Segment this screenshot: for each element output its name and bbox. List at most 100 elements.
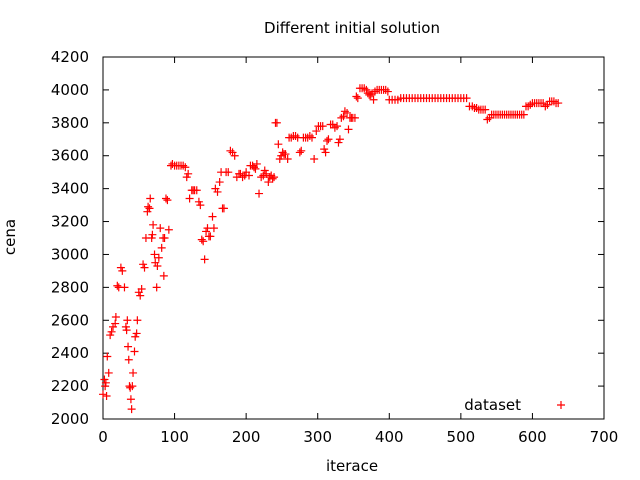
data-point — [334, 138, 343, 147]
y-tick-label: 2000 — [51, 410, 89, 428]
data-point — [102, 391, 111, 400]
y-tick-label: 2200 — [51, 377, 89, 395]
data-point — [481, 105, 490, 114]
data-point — [245, 171, 254, 180]
plot-frame — [102, 56, 605, 420]
data-point — [305, 131, 314, 140]
data-point — [260, 166, 269, 175]
data-point — [213, 187, 222, 196]
data-point — [159, 271, 168, 280]
data-point — [383, 87, 392, 96]
data-point — [147, 234, 156, 242]
y-tick-label: 4200 — [51, 48, 89, 66]
data-point — [163, 196, 172, 205]
x-axis-label: iterace — [326, 457, 378, 475]
data-point — [339, 112, 348, 121]
data-point — [137, 285, 146, 294]
data-point — [297, 146, 306, 155]
legend-label: dataset — [464, 396, 521, 414]
data-point — [196, 201, 205, 210]
data-point — [310, 155, 319, 164]
data-point — [182, 173, 191, 182]
x-tick-label: 600 — [518, 428, 547, 446]
data-point — [192, 186, 201, 195]
data-point — [118, 266, 127, 275]
data-point — [153, 261, 162, 270]
data-point — [307, 133, 316, 142]
data-point — [353, 94, 362, 103]
data-point — [340, 107, 349, 116]
data-point — [200, 255, 209, 264]
data-point — [318, 122, 327, 131]
y-tick-label: 2400 — [51, 344, 89, 362]
data-point — [215, 178, 224, 187]
data-point — [360, 84, 369, 93]
data-point — [148, 230, 157, 239]
data-point — [120, 283, 129, 292]
data-point — [350, 113, 359, 122]
data-point — [127, 405, 136, 414]
data-point — [526, 100, 535, 109]
data-point — [123, 316, 132, 325]
data-point — [324, 135, 333, 144]
data-point — [160, 234, 169, 242]
y-tick-label: 3600 — [51, 147, 89, 165]
data-point — [122, 326, 131, 335]
data-point — [369, 95, 378, 104]
x-tick-label: 100 — [160, 428, 189, 446]
data-point — [149, 220, 158, 229]
data-point — [291, 131, 300, 140]
data-point — [208, 212, 217, 221]
data-point — [156, 224, 165, 233]
x-tick-label: 200 — [232, 428, 261, 446]
data-point — [333, 122, 342, 131]
data-point — [131, 332, 140, 341]
data-point — [124, 355, 133, 364]
data-point — [483, 115, 492, 124]
data-point — [343, 108, 352, 117]
legend-marker — [557, 401, 565, 409]
data-point — [219, 204, 228, 213]
data-point — [194, 197, 203, 206]
data-point — [381, 85, 390, 94]
data-point — [101, 378, 110, 387]
data-point — [352, 92, 361, 101]
data-point — [104, 368, 113, 377]
data-point — [197, 235, 206, 244]
data-point — [295, 148, 304, 157]
y-tick-label: 3200 — [51, 213, 89, 231]
data-point — [519, 110, 528, 119]
data-point — [103, 352, 112, 361]
y-tick-label: 4000 — [51, 81, 89, 99]
data-point — [472, 104, 481, 113]
data-point — [275, 155, 284, 164]
data-point — [116, 263, 125, 272]
data-point — [179, 161, 188, 170]
data-point — [185, 194, 194, 203]
data-point — [184, 169, 193, 178]
data-point — [262, 169, 271, 178]
data-point — [366, 90, 375, 99]
data-point — [136, 291, 145, 300]
data-points — [99, 84, 563, 414]
data-point — [111, 319, 120, 328]
data-point — [132, 329, 141, 338]
data-point — [150, 250, 159, 259]
y-tick-label: 2600 — [51, 311, 89, 329]
data-point — [323, 136, 332, 145]
data-point — [281, 150, 290, 159]
data-point — [161, 194, 170, 203]
legend: dataset — [464, 396, 565, 414]
data-point — [129, 368, 138, 377]
data-point — [264, 178, 273, 187]
data-point — [202, 227, 211, 236]
x-tick-label: 0 — [98, 428, 108, 446]
data-point — [206, 232, 215, 241]
data-point — [133, 316, 142, 325]
data-point — [124, 342, 133, 351]
data-point — [320, 145, 329, 154]
data-point — [274, 140, 283, 149]
data-point — [362, 85, 371, 94]
x-tick-label: 400 — [375, 428, 404, 446]
data-point — [181, 163, 190, 172]
